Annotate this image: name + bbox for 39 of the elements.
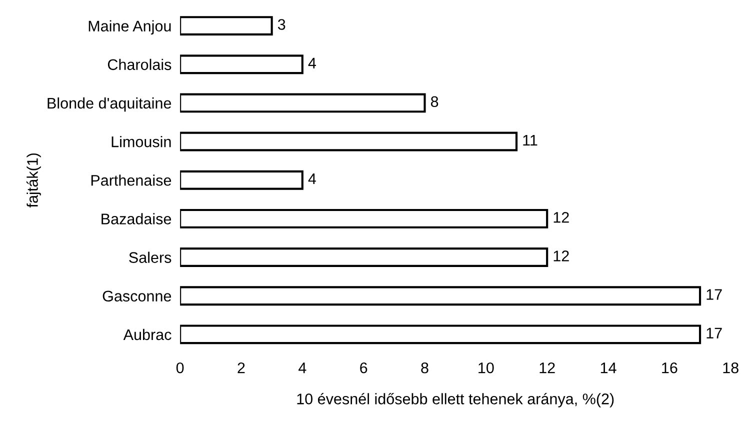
bar bbox=[180, 248, 548, 267]
bar bbox=[180, 16, 273, 36]
x-tick-label: 10 bbox=[478, 362, 494, 374]
y-tick-label: Limousin bbox=[112, 136, 171, 148]
x-tick-label: 12 bbox=[540, 362, 555, 374]
y-tick-label: Bazadaise bbox=[102, 213, 172, 224]
data-label: 11 bbox=[523, 134, 538, 146]
data-label: 17 bbox=[706, 328, 722, 338]
bar bbox=[180, 286, 702, 306]
y-tick-label: Maine Anjou bbox=[88, 20, 171, 35]
data-label: 3 bbox=[278, 19, 286, 30]
x-tick-label: 6 bbox=[360, 362, 368, 374]
y-tick-label: Gasconne bbox=[102, 290, 172, 302]
data-label: 4 bbox=[308, 174, 316, 184]
x-tick-label: 18 bbox=[723, 362, 738, 374]
x-tick-label: 14 bbox=[600, 362, 616, 374]
bar bbox=[180, 208, 548, 228]
y-axis-title: fajták(1) bbox=[26, 153, 41, 208]
y-tick-label: Charolais bbox=[108, 58, 172, 70]
x-axis-title: 10 évesnél idősebb ellett tehenek aránya, %(2) bbox=[297, 392, 614, 408]
bar bbox=[180, 324, 702, 344]
x-tick-label: 2 bbox=[238, 362, 245, 374]
x-tick-label: 4 bbox=[298, 362, 306, 374]
data-label: 8 bbox=[430, 96, 438, 108]
bar bbox=[180, 93, 426, 113]
bar bbox=[180, 170, 304, 190]
y-tick-label: Blonde d'aquitaine bbox=[48, 97, 172, 112]
x-tick-label: 0 bbox=[176, 362, 184, 374]
data-label: 12 bbox=[554, 212, 569, 223]
y-tick-label: Aubrac bbox=[123, 328, 172, 340]
bar bbox=[180, 132, 518, 152]
y-tick-label: Parthenaise bbox=[91, 174, 172, 186]
data-label: 12 bbox=[554, 250, 569, 262]
x-tick-label: 16 bbox=[662, 362, 678, 374]
x-tick-label: 8 bbox=[421, 362, 428, 374]
data-label: 4 bbox=[308, 58, 316, 68]
bar bbox=[180, 54, 304, 74]
data-label: 17 bbox=[706, 289, 722, 300]
y-tick-label: Salers bbox=[129, 252, 172, 263]
